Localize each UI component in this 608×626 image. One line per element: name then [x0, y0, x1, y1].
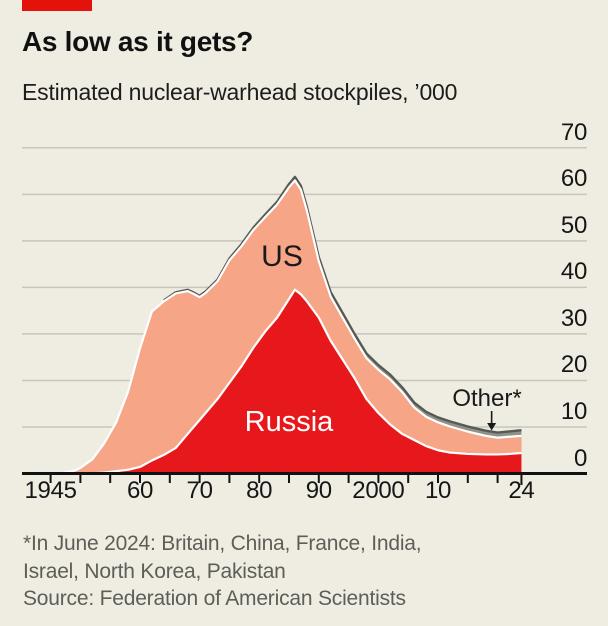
y-axis-label: 0	[573, 444, 587, 472]
separator-line	[62, 179, 522, 475]
footnote-line-2: Israel, North Korea, Pakistan	[23, 559, 286, 583]
separator-line	[92, 288, 522, 475]
y-axis-label: 60	[560, 165, 587, 193]
x-axis-label: 70	[186, 477, 213, 504]
y-axis-label: 20	[560, 351, 587, 379]
us-series-label: US	[261, 240, 303, 273]
y-axis-label: 40	[560, 258, 587, 286]
source-note: Source: Federation of American Scientist…	[23, 587, 406, 610]
chart-title: As low as it gets?	[22, 26, 254, 57]
y-axis-label: 30	[560, 304, 587, 332]
chart-footnotes: *In June 2024: Britain, China, France, I…	[23, 530, 422, 613]
y-axis-label: 50	[560, 211, 587, 239]
x-axis-label: 24	[508, 477, 535, 504]
other-series-label: Other*	[452, 385, 522, 412]
x-axis-label: 10	[424, 477, 452, 504]
y-axis-label: 70	[560, 118, 587, 146]
other-arrow-head	[487, 423, 497, 431]
footnote-line-1: *In June 2024: Britain, China, France, I…	[23, 532, 422, 555]
chart-subtitle: Estimated nuclear-warhead stockpiles, ’0…	[22, 79, 458, 105]
brand-tag	[22, 0, 92, 11]
x-axis-label: 2000	[352, 477, 405, 504]
x-axis-label: 1945	[24, 477, 77, 504]
x-axis-label: 80	[246, 477, 273, 504]
x-axis-label: 90	[305, 477, 332, 504]
russia-series-label: Russia	[244, 406, 334, 438]
y-axis-label: 10	[560, 397, 587, 425]
area-russia	[50, 289, 522, 474]
x-axis-label: 60	[126, 477, 154, 504]
